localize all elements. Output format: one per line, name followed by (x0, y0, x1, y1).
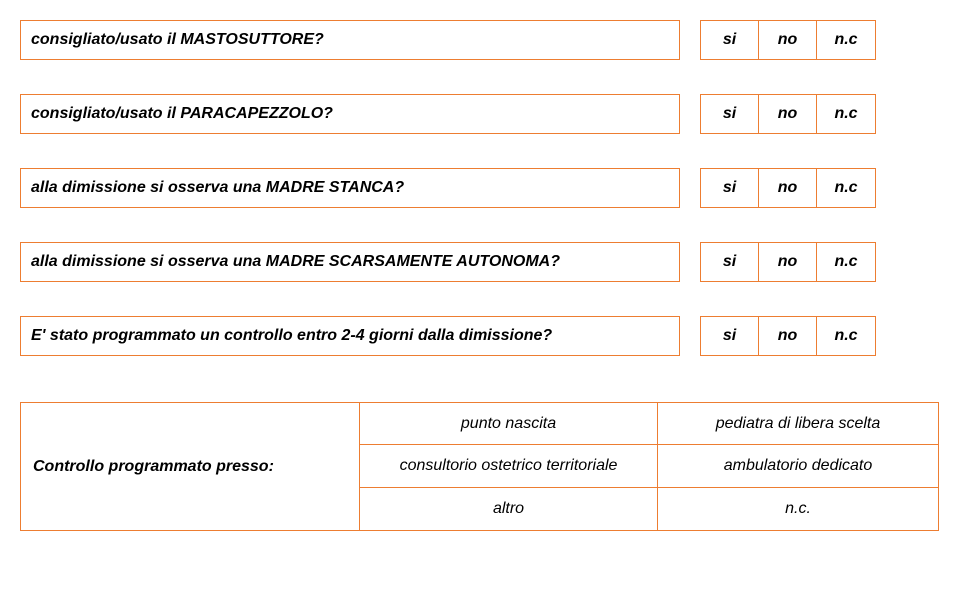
answer-nc[interactable]: n.c (817, 95, 875, 133)
answer-si[interactable]: si (701, 169, 759, 207)
option-punto-nascita[interactable]: punto nascita (360, 402, 658, 445)
question-madre-stanca: alla dimissione si osserva una MADRE STA… (20, 168, 680, 208)
question-mastosuttore: consigliato/usato il MASTOSUTTORE? (20, 20, 680, 60)
option-altro[interactable]: altro (360, 488, 658, 531)
answer-nc[interactable]: n.c (817, 243, 875, 281)
answer-nc[interactable]: n.c (817, 169, 875, 207)
option-ambulatorio[interactable]: ambulatorio dedicato (658, 445, 939, 488)
answer-si[interactable]: si (701, 317, 759, 355)
option-pediatra[interactable]: pediatra di libera scelta (658, 402, 939, 445)
answer-no[interactable]: no (759, 243, 817, 281)
option-consultorio[interactable]: consultorio ostetrico territoriale (360, 445, 658, 488)
answer-no[interactable]: no (759, 95, 817, 133)
answer-no[interactable]: no (759, 169, 817, 207)
question-controllo-programmato: E' stato programmato un controllo entro … (20, 316, 680, 356)
control-options: punto nascita pediatra di libera scelta … (360, 402, 939, 531)
answer-si[interactable]: si (701, 21, 759, 59)
answer-nc[interactable]: n.c (817, 21, 875, 59)
answer-group: si no n.c (700, 168, 876, 208)
question-madre-autonoma: alla dimissione si osserva una MADRE SCA… (20, 242, 680, 282)
answer-no[interactable]: no (759, 21, 817, 59)
answer-group: si no n.c (700, 20, 876, 60)
control-label: Controllo programmato presso: (20, 402, 360, 531)
answer-group: si no n.c (700, 242, 876, 282)
answer-nc[interactable]: n.c (817, 317, 875, 355)
answer-no[interactable]: no (759, 317, 817, 355)
answer-si[interactable]: si (701, 95, 759, 133)
answer-group: si no n.c (700, 316, 876, 356)
option-nc[interactable]: n.c. (658, 488, 939, 531)
answer-si[interactable]: si (701, 243, 759, 281)
question-paracapezzolo: consigliato/usato il PARACAPEZZOLO? (20, 94, 680, 134)
answer-group: si no n.c (700, 94, 876, 134)
